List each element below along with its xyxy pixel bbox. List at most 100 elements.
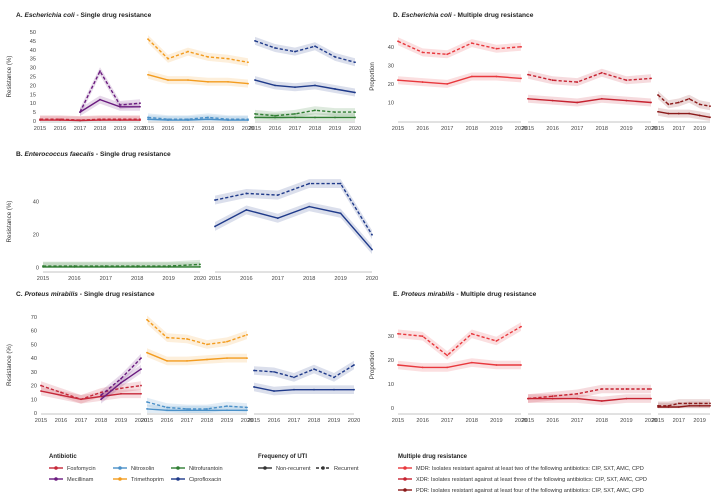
- data-point-nonrecurrent: [520, 364, 522, 366]
- legend-nitrofurantoin-swatch-dot: [176, 466, 180, 470]
- y-axis-title: Resistance (%): [6, 344, 13, 386]
- x-tick-label: 2019: [162, 276, 174, 282]
- data-point-nonrecurrent: [254, 79, 256, 81]
- data-point-nonrecurrent: [186, 409, 188, 412]
- legend-xdr-swatch-dot: [403, 477, 407, 481]
- series-ciprofloxacin: [253, 360, 355, 396]
- data-point-recurrent: [246, 406, 248, 409]
- confidence-band-recurrent: [658, 91, 710, 111]
- y-tick-label: 20: [388, 358, 394, 364]
- x-tick-label: 2015: [248, 418, 260, 424]
- data-point-nonrecurrent: [371, 248, 373, 251]
- data-point-nonrecurrent: [657, 110, 659, 113]
- legend-label-fosfomycin: Fosfomycin: [67, 466, 96, 472]
- data-point-nonrecurrent: [59, 119, 61, 122]
- data-point-nonrecurrent: [354, 116, 356, 119]
- series-trimethoprim: [147, 35, 249, 88]
- data-point-recurrent: [100, 391, 102, 394]
- y-tick-label: 60: [31, 329, 37, 335]
- data-point-nonrecurrent: [495, 364, 498, 366]
- line-nonrecurrent: [657, 111, 711, 118]
- data-point-recurrent: [677, 101, 680, 104]
- x-tick-label: 2017: [74, 126, 86, 132]
- data-point-recurrent: [314, 109, 316, 112]
- data-point-recurrent: [274, 114, 276, 117]
- data-point-recurrent: [600, 71, 603, 74]
- data-point-recurrent: [254, 112, 256, 115]
- data-point-recurrent: [146, 318, 148, 321]
- data-point-recurrent: [657, 94, 659, 96]
- x-tick-label: 2020: [515, 418, 527, 424]
- data-point-nonrecurrent: [698, 114, 701, 117]
- y-tick-label: 35: [30, 57, 36, 63]
- data-point-nonrecurrent: [104, 265, 107, 268]
- data-point-nonrecurrent: [551, 397, 554, 400]
- data-point-nonrecurrent: [245, 209, 248, 211]
- line-recurrent: [657, 94, 711, 107]
- data-point-nonrecurrent: [140, 368, 142, 371]
- y-tick-label: 45: [30, 39, 36, 45]
- legend-label-pdr: PDR: Isolates resistant against at least…: [416, 488, 644, 494]
- data-point-nonrecurrent: [136, 265, 139, 268]
- confidence-band-recurrent: [254, 360, 354, 382]
- series-trimethoprim: [146, 315, 248, 366]
- x-tick-label: 2018: [466, 418, 478, 424]
- facet-d2: 2015 2016 2017 2018 2019 2020: [522, 68, 657, 132]
- line-recurrent: [146, 401, 248, 410]
- data-point-recurrent: [650, 77, 652, 80]
- data-point-recurrent: [334, 56, 336, 58]
- facet-d3: 2015 2017 2019: [652, 91, 711, 132]
- data-point-nonrecurrent: [709, 404, 711, 407]
- facet-c1: 2015 2016 2017 2018 2019 2020: [35, 353, 147, 424]
- legend-nitroxolin-swatch-dot: [118, 466, 122, 470]
- line-nonrecurrent: [528, 397, 651, 402]
- data-point-recurrent: [520, 325, 522, 328]
- y-tick-label: 20: [33, 233, 39, 239]
- y-tick-label: 30: [31, 370, 37, 376]
- x-tick-label: 2015: [34, 126, 46, 132]
- y-tick-label: 20: [31, 384, 37, 390]
- data-point-recurrent: [147, 38, 149, 41]
- data-point-nonrecurrent: [354, 91, 356, 94]
- line-recurrent: [214, 182, 373, 236]
- data-point-nonrecurrent: [308, 205, 311, 208]
- data-point-nonrecurrent: [334, 88, 336, 90]
- confidence-band-recurrent: [215, 179, 372, 240]
- x-tick-label: 2017: [673, 126, 685, 132]
- facet-a2: 2015 2016 2017 2018 2019 2020: [142, 35, 254, 132]
- data-point-recurrent: [253, 369, 255, 372]
- y-tick-label: 30: [388, 63, 394, 69]
- data-point-recurrent: [139, 102, 141, 105]
- data-point-nonrecurrent: [353, 388, 355, 391]
- data-point-recurrent: [40, 384, 42, 387]
- line-nonrecurrent: [147, 74, 249, 85]
- data-point-recurrent: [650, 388, 652, 390]
- x-tick-label: 2020: [134, 126, 146, 132]
- legend-frequency-title: Frequency of UTI: [258, 454, 307, 460]
- data-point-nonrecurrent: [99, 98, 101, 101]
- data-point-recurrent: [206, 407, 208, 410]
- y-tick-label: 10: [388, 100, 394, 106]
- x-tick-label: 2017: [181, 418, 193, 424]
- data-point-nonrecurrent: [339, 212, 342, 215]
- line-nonrecurrent: [146, 352, 247, 362]
- panel-title-species: Escherichia coli: [401, 12, 451, 19]
- line-recurrent: [146, 319, 248, 346]
- line-nonrecurrent: [214, 205, 373, 251]
- data-point-nonrecurrent: [294, 86, 296, 89]
- charts-layer: A. Escherichia coli - Single drug resist…: [6, 12, 711, 424]
- line-recurrent: [40, 118, 140, 121]
- x-tick-label: 2018: [95, 418, 107, 424]
- data-point-nonrecurrent: [214, 225, 216, 228]
- data-point-nonrecurrent: [470, 75, 473, 78]
- data-point-nonrecurrent: [667, 406, 670, 408]
- panel-title-prefix: A.: [16, 12, 24, 19]
- panel-title-suffix: - Single drug resistance: [94, 151, 171, 158]
- series-xdr: [527, 68, 652, 107]
- data-point-recurrent: [334, 111, 336, 113]
- x-tick-label: 2016: [162, 126, 174, 132]
- data-point-recurrent: [625, 388, 628, 390]
- data-point-nonrecurrent: [274, 84, 276, 87]
- data-point-recurrent: [226, 405, 228, 408]
- confidence-band-recurrent: [101, 353, 141, 400]
